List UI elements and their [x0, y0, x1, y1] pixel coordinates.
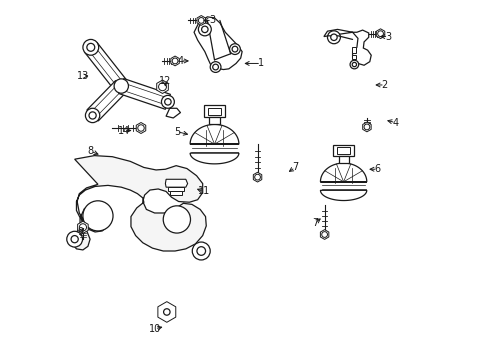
- Polygon shape: [351, 55, 356, 59]
- Polygon shape: [197, 15, 205, 25]
- Polygon shape: [194, 17, 242, 69]
- Polygon shape: [338, 147, 350, 154]
- Circle shape: [161, 95, 174, 108]
- Polygon shape: [170, 192, 182, 195]
- Circle shape: [85, 108, 100, 123]
- Text: 5: 5: [174, 127, 180, 136]
- Circle shape: [232, 46, 238, 52]
- Text: 13: 13: [77, 71, 89, 81]
- Polygon shape: [119, 78, 171, 109]
- Circle shape: [165, 99, 171, 105]
- Polygon shape: [157, 80, 169, 94]
- Text: 2: 2: [382, 80, 388, 90]
- Circle shape: [83, 40, 98, 55]
- Text: 7: 7: [292, 162, 298, 172]
- Polygon shape: [253, 172, 262, 182]
- Circle shape: [159, 83, 167, 91]
- Text: 8: 8: [88, 146, 94, 156]
- Polygon shape: [77, 221, 88, 233]
- Text: 3: 3: [385, 32, 392, 41]
- Polygon shape: [171, 56, 179, 66]
- Circle shape: [114, 79, 128, 93]
- Polygon shape: [376, 29, 385, 39]
- Text: 4: 4: [177, 56, 184, 66]
- Circle shape: [352, 62, 357, 67]
- Polygon shape: [72, 156, 206, 251]
- Circle shape: [198, 18, 204, 23]
- Text: 12: 12: [159, 76, 171, 86]
- Circle shape: [172, 58, 178, 64]
- Circle shape: [378, 31, 383, 37]
- Circle shape: [322, 231, 327, 237]
- Circle shape: [67, 231, 82, 247]
- Text: 6: 6: [375, 164, 381, 174]
- Text: 3: 3: [209, 15, 215, 26]
- Polygon shape: [320, 190, 367, 201]
- Polygon shape: [190, 153, 239, 164]
- Text: 4: 4: [392, 118, 399, 128]
- Circle shape: [83, 201, 113, 231]
- Circle shape: [230, 44, 240, 54]
- Circle shape: [350, 60, 359, 69]
- Circle shape: [364, 124, 370, 130]
- Circle shape: [79, 224, 87, 231]
- Polygon shape: [204, 105, 225, 117]
- Polygon shape: [158, 302, 176, 322]
- Polygon shape: [209, 117, 220, 125]
- Polygon shape: [324, 30, 371, 65]
- Circle shape: [255, 174, 260, 180]
- Circle shape: [87, 43, 95, 51]
- Text: 1: 1: [258, 58, 264, 68]
- Polygon shape: [339, 156, 349, 163]
- Circle shape: [192, 242, 210, 260]
- Polygon shape: [87, 81, 127, 121]
- Circle shape: [197, 247, 205, 255]
- Polygon shape: [85, 42, 127, 91]
- Circle shape: [89, 112, 96, 119]
- Circle shape: [163, 206, 191, 233]
- Text: 7: 7: [312, 218, 318, 228]
- Circle shape: [327, 31, 341, 44]
- Polygon shape: [363, 122, 371, 132]
- Polygon shape: [320, 163, 367, 182]
- Circle shape: [210, 62, 221, 72]
- Polygon shape: [208, 108, 221, 115]
- Text: 9: 9: [77, 227, 83, 237]
- Circle shape: [71, 235, 78, 243]
- Circle shape: [164, 309, 170, 315]
- Polygon shape: [351, 47, 356, 53]
- Text: 14: 14: [118, 126, 130, 135]
- Circle shape: [198, 23, 211, 36]
- Polygon shape: [136, 122, 146, 134]
- Polygon shape: [166, 179, 188, 187]
- Polygon shape: [190, 125, 239, 144]
- Circle shape: [138, 125, 144, 131]
- Polygon shape: [320, 230, 329, 239]
- Polygon shape: [333, 145, 354, 156]
- Circle shape: [160, 306, 173, 319]
- Circle shape: [213, 64, 219, 70]
- Text: 11: 11: [197, 186, 210, 197]
- Polygon shape: [168, 187, 184, 192]
- Text: 10: 10: [148, 324, 161, 334]
- Circle shape: [331, 34, 337, 41]
- Circle shape: [201, 26, 208, 33]
